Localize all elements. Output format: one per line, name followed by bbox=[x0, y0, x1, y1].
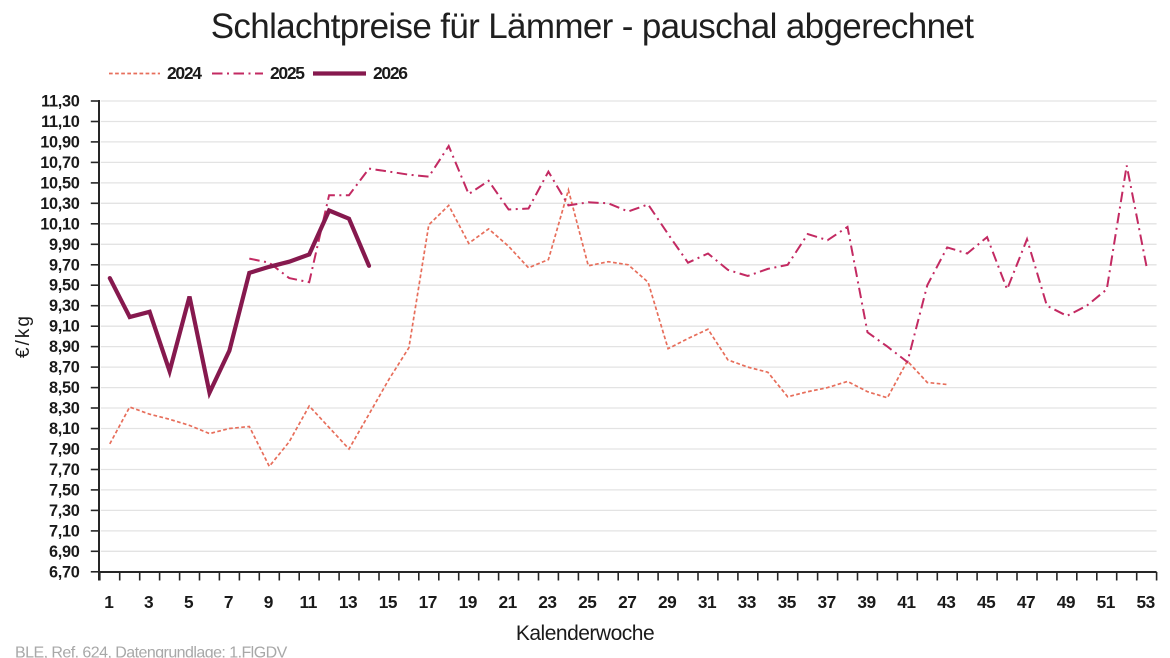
svg-text:9,90: 9,90 bbox=[49, 236, 80, 254]
svg-text:43: 43 bbox=[937, 592, 955, 612]
svg-text:25: 25 bbox=[578, 592, 597, 612]
svg-text:10,70: 10,70 bbox=[40, 154, 79, 172]
svg-text:7: 7 bbox=[224, 592, 233, 612]
svg-text:9,70: 9,70 bbox=[49, 256, 80, 274]
svg-text:51: 51 bbox=[1097, 592, 1116, 612]
svg-text:5: 5 bbox=[184, 592, 194, 612]
svg-text:7,10: 7,10 bbox=[49, 522, 80, 540]
svg-text:41: 41 bbox=[897, 592, 916, 612]
svg-text:9,50: 9,50 bbox=[49, 277, 80, 295]
svg-text:Kalenderwoche: Kalenderwoche bbox=[516, 622, 654, 645]
svg-text:3: 3 bbox=[144, 592, 153, 612]
svg-text:11,30: 11,30 bbox=[41, 93, 80, 111]
svg-text:9: 9 bbox=[264, 592, 273, 612]
svg-text:11: 11 bbox=[300, 592, 318, 612]
svg-text:9,10: 9,10 bbox=[49, 318, 80, 336]
svg-text:27: 27 bbox=[618, 592, 636, 612]
svg-text:Schlachtpreise für Lämmer - pa: Schlachtpreise für Lämmer - pauschal abg… bbox=[211, 7, 974, 46]
svg-text:19: 19 bbox=[459, 592, 477, 612]
svg-text:8,70: 8,70 bbox=[49, 359, 80, 377]
svg-text:23: 23 bbox=[538, 592, 556, 612]
svg-text:47: 47 bbox=[1017, 592, 1035, 612]
svg-text:6,70: 6,70 bbox=[49, 563, 80, 581]
svg-text:33: 33 bbox=[738, 592, 756, 612]
svg-text:21: 21 bbox=[498, 592, 517, 612]
svg-text:2025: 2025 bbox=[270, 63, 305, 83]
svg-text:49: 49 bbox=[1057, 592, 1075, 612]
svg-text:35: 35 bbox=[778, 592, 797, 612]
svg-text:8,30: 8,30 bbox=[49, 400, 80, 418]
svg-text:BLE, Ref. 624, Datengrundlage:: BLE, Ref. 624, Datengrundlage: 1.FlGDV bbox=[15, 645, 288, 658]
svg-text:2026: 2026 bbox=[373, 63, 408, 83]
svg-text:17: 17 bbox=[419, 592, 437, 612]
svg-text:8,90: 8,90 bbox=[49, 338, 80, 356]
svg-text:7,30: 7,30 bbox=[49, 502, 80, 520]
svg-text:1: 1 bbox=[104, 592, 114, 612]
svg-text:37: 37 bbox=[817, 592, 835, 612]
svg-text:45: 45 bbox=[977, 592, 996, 612]
svg-text:9,30: 9,30 bbox=[49, 297, 80, 315]
svg-text:10,50: 10,50 bbox=[40, 174, 79, 192]
svg-text:11,10: 11,10 bbox=[41, 113, 80, 131]
svg-text:10,30: 10,30 bbox=[40, 195, 79, 213]
svg-text:7,50: 7,50 bbox=[49, 481, 80, 499]
svg-text:53: 53 bbox=[1136, 592, 1154, 612]
svg-text:7,90: 7,90 bbox=[49, 441, 80, 459]
svg-text:10,90: 10,90 bbox=[40, 133, 79, 151]
svg-text:15: 15 bbox=[379, 592, 398, 612]
svg-text:8,10: 8,10 bbox=[49, 420, 80, 438]
svg-text:€/kg: €/kg bbox=[13, 314, 34, 358]
svg-text:6,90: 6,90 bbox=[49, 543, 80, 561]
svg-text:39: 39 bbox=[857, 592, 875, 612]
svg-text:10,10: 10,10 bbox=[40, 215, 79, 233]
svg-text:13: 13 bbox=[339, 592, 357, 612]
svg-text:2024: 2024 bbox=[167, 63, 202, 83]
svg-text:7,70: 7,70 bbox=[49, 461, 80, 479]
svg-text:29: 29 bbox=[658, 592, 676, 612]
svg-text:8,50: 8,50 bbox=[49, 379, 80, 397]
svg-text:31: 31 bbox=[698, 592, 717, 612]
